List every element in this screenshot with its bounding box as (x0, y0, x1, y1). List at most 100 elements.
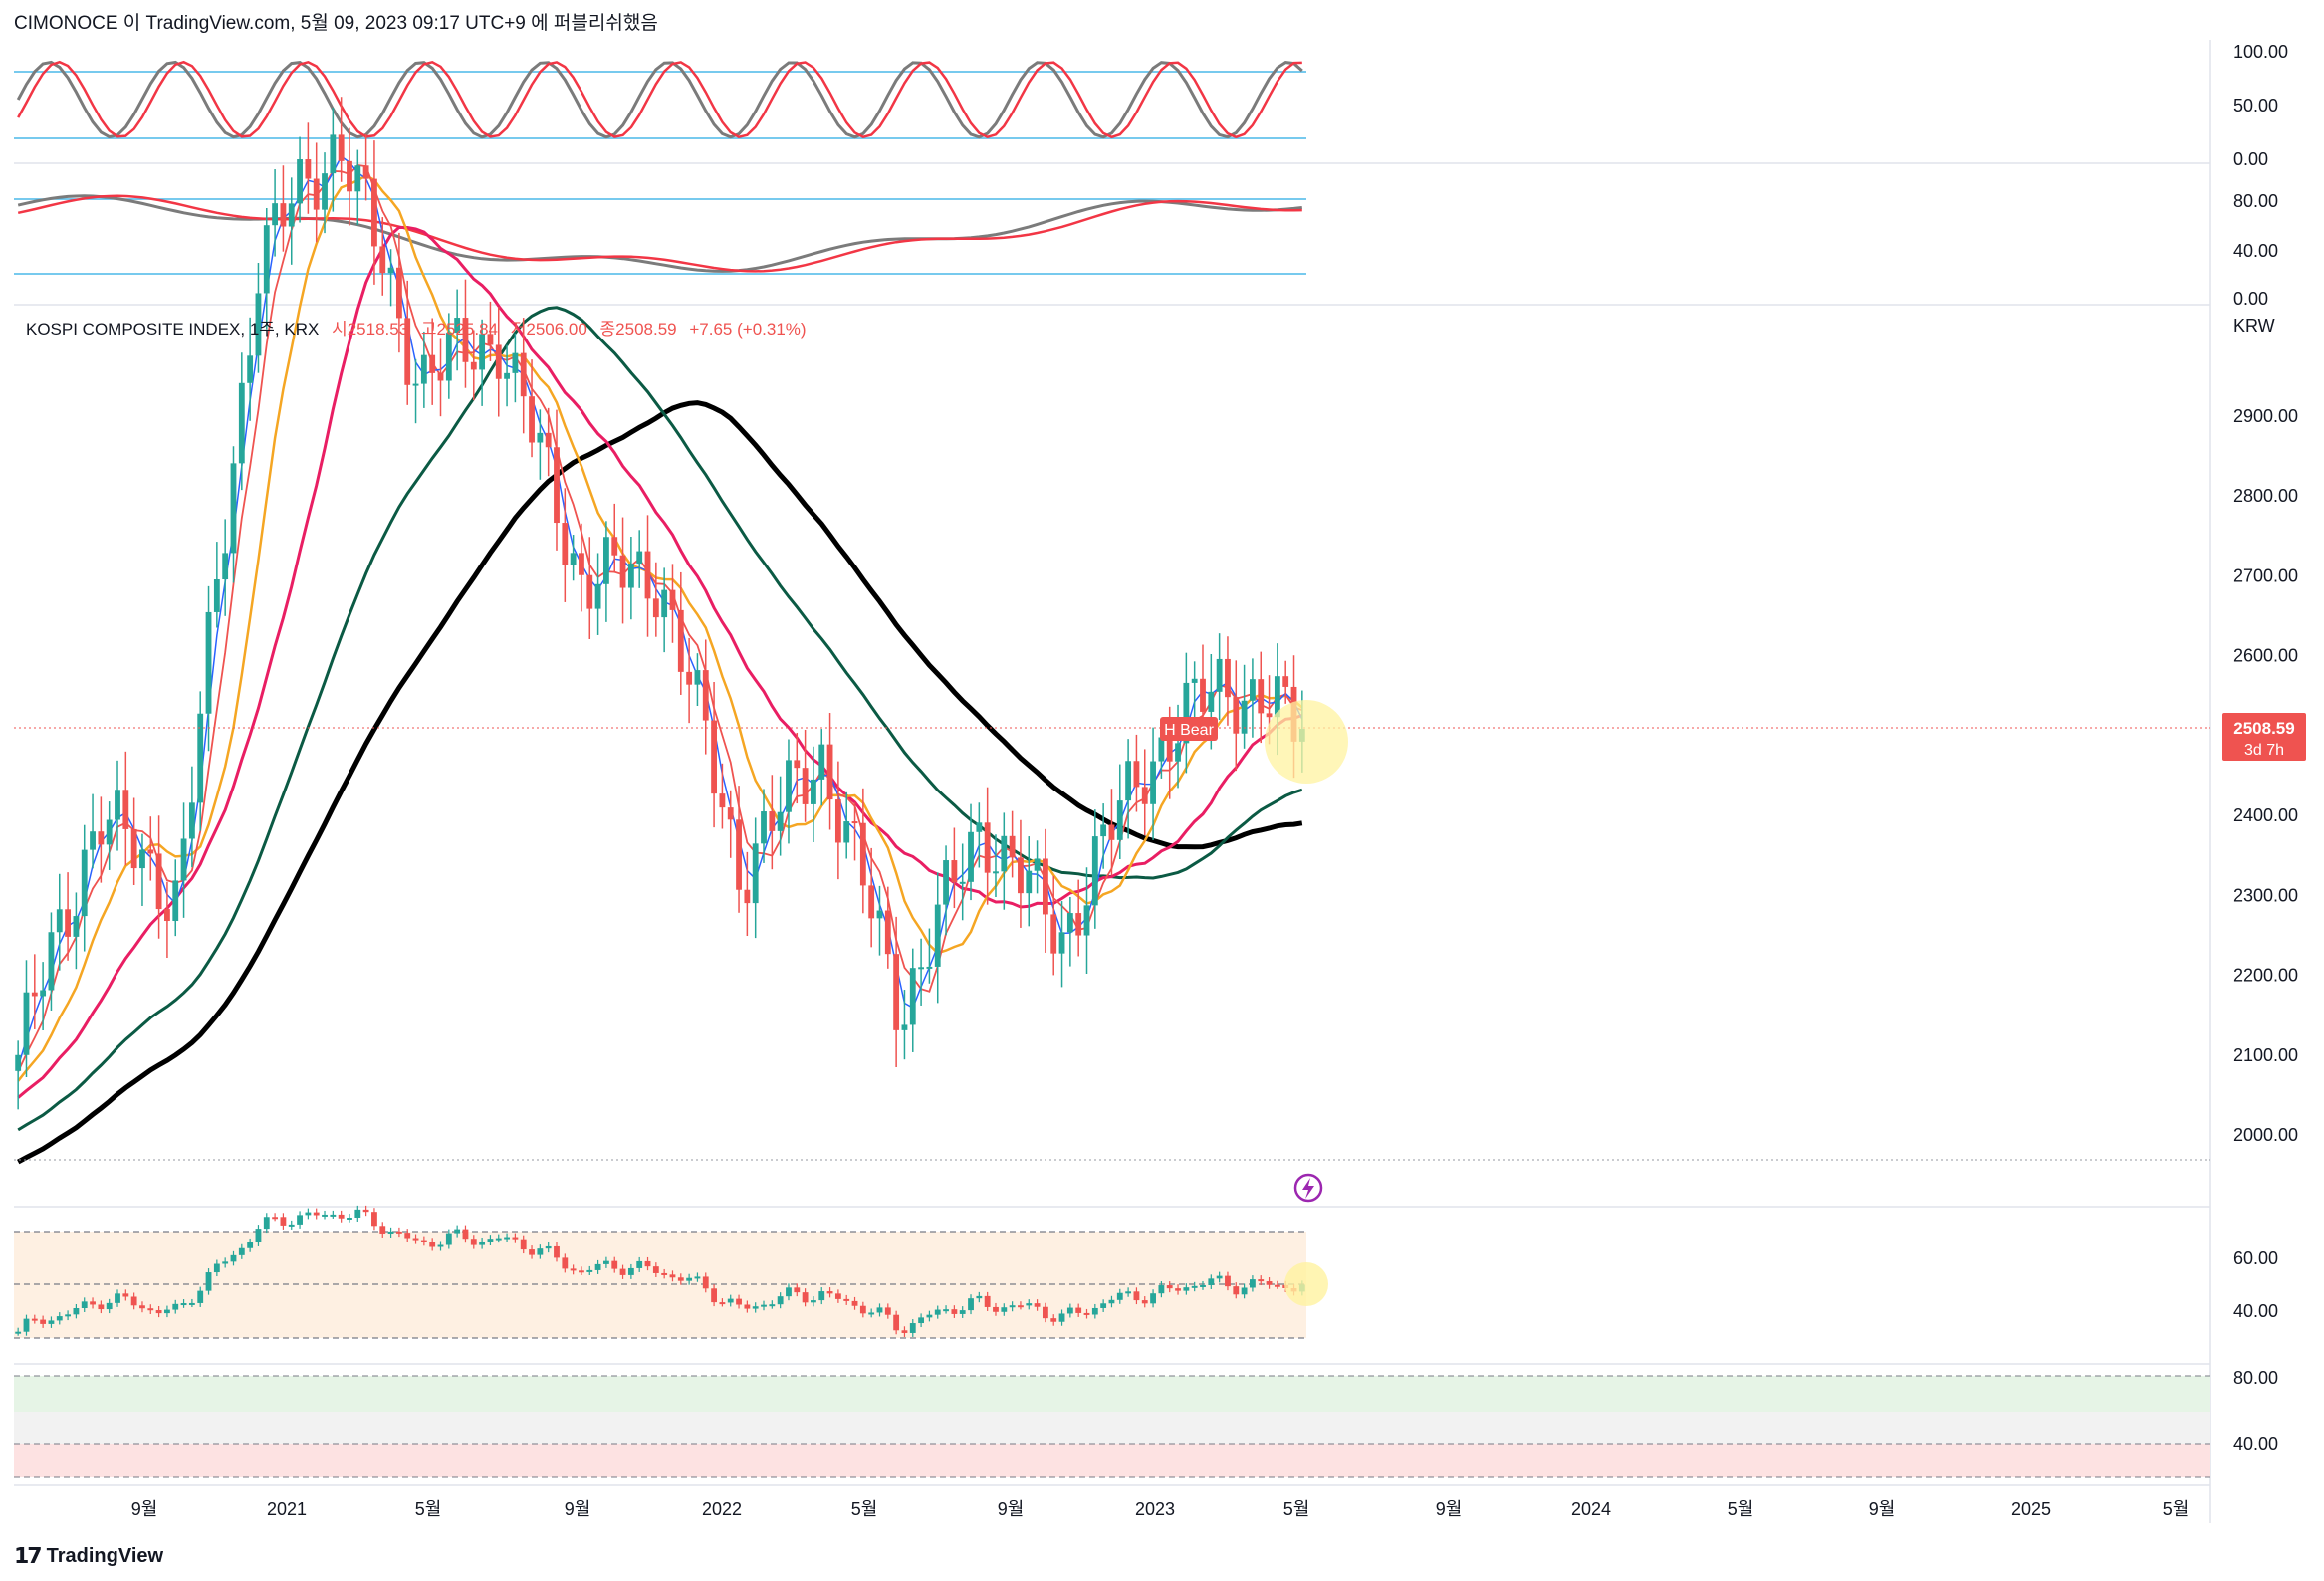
rsi-body (1133, 1291, 1140, 1301)
rsi-body (1150, 1293, 1156, 1304)
candle-body (661, 589, 668, 618)
candle-body (594, 583, 601, 609)
candle-body (702, 670, 709, 721)
y-tick-label: 100.00 (2233, 42, 2288, 62)
candle-body (445, 333, 452, 381)
rsi-body (247, 1242, 254, 1248)
footer-brand[interactable]: 𝟭𝟳 TradingView (14, 1543, 163, 1569)
candle-body (197, 713, 204, 803)
y-axis-stoch2: 80.00 40.00 0.00 (2233, 191, 2278, 309)
stoch1-k-line (16, 60, 1303, 139)
rsi-body (834, 1293, 841, 1299)
candle-body (420, 354, 427, 384)
footer-brand-text: TradingView (46, 1544, 164, 1567)
rsi-body (288, 1224, 295, 1227)
rsi-body (164, 1309, 170, 1314)
candle-body (404, 318, 411, 385)
rsi-body (1225, 1275, 1231, 1287)
rsi-body (901, 1330, 908, 1333)
candle-body (40, 990, 47, 997)
rsi-body (362, 1209, 369, 1213)
candle-body (1266, 713, 1273, 718)
rsi-body (297, 1215, 303, 1225)
candle-body (859, 822, 866, 886)
x-tick-label: 9월 (998, 1499, 1025, 1519)
rsi-body (1125, 1291, 1132, 1294)
rsi-body (520, 1239, 527, 1250)
candle-body (686, 671, 693, 685)
rsi-body (313, 1212, 320, 1216)
rsi-body (579, 1270, 584, 1273)
candle-body (330, 134, 337, 174)
candle-body (1141, 787, 1148, 804)
rsi-body (554, 1245, 560, 1258)
ohlc-change: +7.65 (+0.31%) (689, 320, 806, 339)
rsi-body (826, 1291, 833, 1294)
rsi-body (1141, 1300, 1148, 1304)
y-tick-label: 40.00 (2233, 1301, 2278, 1321)
rsi-body (1100, 1303, 1107, 1308)
candle-body (918, 967, 925, 970)
current-price-badge: 2508.59 3d 7h (2222, 713, 2306, 761)
rsi-body (504, 1237, 510, 1240)
candle-body (959, 881, 966, 884)
rsi-body (147, 1308, 154, 1311)
rsi-body (512, 1237, 519, 1240)
candle-body (951, 860, 958, 883)
rsi-body (238, 1247, 245, 1255)
rsi-body (744, 1304, 751, 1309)
rsi-body (562, 1257, 569, 1269)
y-tick-label: 2300.00 (2233, 885, 2298, 905)
candle-body (1018, 857, 1024, 894)
rsi-body (677, 1277, 684, 1281)
candle-body (1191, 678, 1198, 683)
candle-body (586, 574, 593, 609)
candle-body (727, 807, 734, 820)
candle-body (893, 954, 900, 1030)
rsi-body (1166, 1285, 1173, 1289)
candle-body (1158, 737, 1165, 762)
ma-green-line (17, 306, 1303, 1132)
symbol-name: KOSPI COMPOSITE INDEX, 1주, KRX (26, 320, 319, 339)
rsi-body (876, 1307, 883, 1313)
candle-body (744, 889, 751, 904)
candle-body (65, 909, 71, 937)
currency-label: KRW (2233, 316, 2275, 336)
rsi-body (1183, 1287, 1190, 1291)
candle-body (81, 849, 88, 917)
rsi-body (627, 1267, 634, 1275)
candle-body (1208, 691, 1215, 712)
lightning-icon[interactable] (1293, 1173, 1323, 1203)
rsi-body (106, 1302, 113, 1310)
y-axis-main: 2900.002800.002700.002600.002500.002400.… (2233, 406, 2298, 1145)
rsi-body (272, 1217, 279, 1220)
rsi-body (230, 1254, 237, 1262)
y-tick-label: 2700.00 (2233, 565, 2298, 585)
rsi-body (959, 1310, 966, 1314)
candle-body (968, 831, 974, 882)
candle-body (238, 382, 245, 464)
rsi-body (777, 1296, 784, 1305)
rsi-body (330, 1214, 337, 1217)
candle-body (669, 589, 676, 610)
rsi-body (752, 1306, 759, 1309)
y-tick-label: 2100.00 (2233, 1045, 2298, 1065)
candle-body (1241, 700, 1248, 734)
rsi-body (603, 1260, 609, 1264)
tradingview-logo-icon: 𝟭𝟳 (14, 1543, 43, 1568)
y-axis-bottom: 80.00 40.00 (2233, 1368, 2278, 1454)
candle-body (98, 831, 105, 845)
candle-body (1183, 682, 1190, 744)
candle-body (106, 819, 113, 845)
y-tick-label: 2000.00 (2233, 1125, 2298, 1145)
candle-body (504, 372, 510, 379)
rsi-body (371, 1212, 377, 1227)
highlight-circle (1265, 700, 1348, 784)
ma-blue-line (17, 154, 1303, 1067)
x-tick-label: 2024 (1571, 1499, 1611, 1519)
rsi-body (205, 1272, 212, 1291)
candle-body (188, 802, 195, 839)
rsi-body (1191, 1285, 1198, 1288)
title-bar: KOSPI COMPOSITE INDEX, 1주, KRX 시2518.53 … (26, 320, 807, 339)
